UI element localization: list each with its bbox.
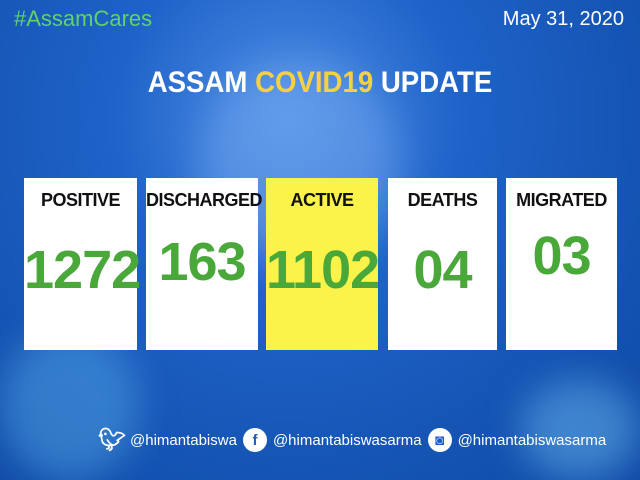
card-label: MIGRATED (516, 190, 607, 210)
page-title: ASSAM COVID19 UPDATE (26, 66, 615, 100)
twitter-icon: 🐦︎ (98, 427, 126, 452)
card-positive: POSITIVE 1272 (24, 178, 141, 350)
card-value: 1102 (266, 240, 380, 300)
facebook-handle: @himantabiswasarma (272, 431, 422, 449)
card-discharged: DISCHARGED 163 (146, 178, 263, 350)
hashtag: #AssamCares (14, 6, 153, 31)
card-label: DISCHARGED (146, 190, 263, 210)
instagram-handle: @himantabiswasarma (457, 431, 607, 449)
card-label: POSITIVE (40, 190, 121, 210)
card-active: ACTIVE 1102 (266, 178, 380, 350)
card-migrated: MIGRATED 03 (506, 178, 617, 350)
social-handles: 🐦︎ @himantabiswa f @himantabiswasarma ◙ … (98, 427, 607, 452)
instagram-icon: ◙ (427, 428, 452, 452)
title-part: UPDATE (373, 66, 493, 99)
card-value: 04 (413, 240, 472, 300)
card-label: DEATHS (407, 190, 478, 210)
card-value: 1272 (24, 240, 141, 300)
background-glow (520, 380, 640, 480)
card-deaths: DEATHS 04 (388, 178, 497, 350)
card-value: 03 (532, 226, 591, 286)
title-highlight: COVID19 (255, 66, 374, 99)
facebook-icon: f (242, 428, 267, 452)
twitter-handle: @himantabiswa (130, 431, 237, 449)
card-value: 163 (158, 232, 246, 292)
card-label: ACTIVE (290, 190, 354, 210)
date: May 31, 2020 (502, 8, 624, 30)
title-part: ASSAM (147, 66, 256, 99)
background-glow (0, 330, 140, 480)
